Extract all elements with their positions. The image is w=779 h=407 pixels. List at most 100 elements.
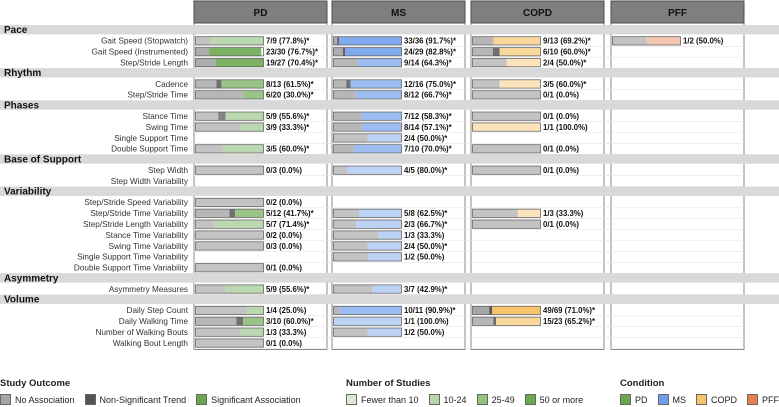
bar-segment-no-association [333, 252, 368, 261]
bar-segment-significant [210, 36, 264, 45]
legend-item-no-association: No Association [0, 394, 75, 405]
legend-item-25-49: 25-49 [476, 394, 515, 405]
chart-svg: PD MS COPD PFF Pace Gait Speed (Stopwatch) 7/9… [0, 0, 779, 350]
bar-value-label: 0/1 (0.0%) [543, 91, 579, 100]
bar-value-label: 1/1 (100.0%) [404, 317, 449, 326]
bar-segment-significant [339, 306, 402, 315]
bar-segment-significant [506, 58, 541, 67]
bar-segment-significant [499, 47, 541, 56]
legend-label: PFF [762, 394, 779, 405]
bar-segment-significant [215, 58, 264, 67]
bar-segment-significant [221, 79, 264, 89]
bar-segment-no-association [333, 220, 357, 229]
group-band [0, 68, 779, 78]
bar-segment-no-association [195, 36, 211, 45]
bar-segment-significant [357, 58, 402, 67]
bar-outline [333, 252, 402, 262]
bar-value-label: 2/4 (50.0%)* [404, 134, 448, 143]
legend-label: Fewer than 10 [361, 394, 419, 405]
bar-value-label: 12/16 (75.0%)* [404, 80, 457, 89]
row-label: Gait Speed (Stopwatch) [101, 37, 188, 46]
condition-header-label: PD [254, 8, 268, 19]
bar-outline [472, 208, 541, 218]
bar-outline [333, 327, 402, 337]
bar-segment-no-association [333, 328, 368, 337]
bar-segment-significant [367, 252, 402, 261]
bar-segment-trend [489, 306, 493, 315]
group-label: Rhythm [4, 68, 41, 79]
legend-swatch [524, 394, 536, 405]
bar-outline [333, 316, 402, 326]
row-label: Single Support Time Variability [77, 253, 189, 262]
legend-number-of-studies: Number of Studies Fewer than 10 10-24 25… [346, 378, 593, 405]
bar-outline [195, 111, 264, 121]
bar-segment-no-association [195, 328, 241, 337]
row-label: Number of Walking Bouts [95, 328, 188, 337]
row-label: Stance Time [142, 112, 188, 121]
bar-value-label: 19/27 (70.4%)* [266, 59, 319, 68]
bar-segment-no-association [472, 306, 490, 315]
bar-outline [333, 219, 402, 229]
bar-segment-significant [225, 112, 264, 121]
bar-segment-significant [367, 133, 402, 143]
bar-segment-trend [218, 112, 226, 121]
bar-value-label: 4/5 (80.0%)* [404, 166, 448, 175]
bar-value-label: 5/9 (55.6%)* [266, 285, 310, 294]
bar-outline [333, 165, 402, 175]
bar-value-label: 7/12 (58.3%)* [404, 112, 453, 121]
bar-value-label: 6/20 (30.0%)* [266, 91, 315, 100]
bar-segment-significant [496, 317, 541, 326]
bar-outline [333, 133, 402, 143]
bar-segment-significant [378, 230, 402, 240]
bar-value-label: 0/2 (0.0%) [266, 198, 302, 207]
bar-outline [472, 111, 541, 121]
bar-outline [333, 305, 402, 315]
group-label: Pace [4, 25, 28, 36]
bar-value-label: 1/3 (33.3%) [543, 209, 584, 218]
legend-label: 10-24 [443, 394, 467, 405]
bar-value-label: 2/4 (50.0%)* [543, 59, 587, 68]
row-label: Double Support Time Variability [74, 264, 189, 273]
bar-outline [333, 208, 402, 218]
bar-outline [195, 284, 264, 294]
group-band [0, 294, 779, 304]
group-label: Base of Support [4, 154, 82, 165]
bar-outline [333, 284, 402, 294]
bar-value-label: 3/5 (60.0%)* [266, 145, 310, 154]
bar-segment-significant [492, 306, 541, 315]
condition-header-ms [331, 0, 466, 24]
bar-outline [472, 58, 541, 68]
bar-value-label: 49/69 (71.0%)* [543, 306, 596, 315]
bar-value-label: 9/14 (64.3%)* [404, 59, 453, 68]
bar-segment-no-association [195, 230, 264, 240]
bar-segment-significant [367, 328, 402, 337]
group-band [0, 100, 779, 110]
bar-segment-no-association [195, 122, 241, 132]
bar-segment-no-association [333, 133, 368, 143]
bar-value-label: 0/1 (0.0%) [543, 112, 579, 121]
row-label: Stance Time Variability [105, 231, 189, 240]
bar-outline [195, 58, 264, 68]
legend-label: 25-49 [491, 394, 515, 405]
row-label: Walking Bout Length [113, 339, 189, 348]
bar-segment-significant [356, 90, 402, 99]
bar-value-label: 3/9 (33.3%)* [266, 123, 310, 132]
bar-outline [472, 144, 541, 154]
bar-segment-no-association [333, 284, 373, 294]
bar-segment-significant [243, 90, 264, 99]
bar-outline [333, 111, 402, 121]
bar-outline [195, 305, 264, 315]
group-label: Asymmetry [4, 273, 59, 284]
bar-segment-no-association [472, 47, 493, 56]
group-band [0, 273, 779, 283]
bar-outline [333, 47, 402, 57]
bar-value-label: 5/8 (62.5%)* [404, 209, 448, 218]
row-label: Asymmetry Measures [109, 285, 188, 294]
bar-value-label: 0/1 (0.0%) [543, 220, 579, 229]
condition-header-pd [193, 0, 328, 24]
bar-segment-trend [493, 317, 497, 326]
group-band [0, 154, 779, 164]
bar-segment-no-association [472, 58, 507, 67]
bar-value-label: 1/2 (50.0%) [683, 37, 724, 46]
bar-segment-significant [345, 47, 402, 56]
